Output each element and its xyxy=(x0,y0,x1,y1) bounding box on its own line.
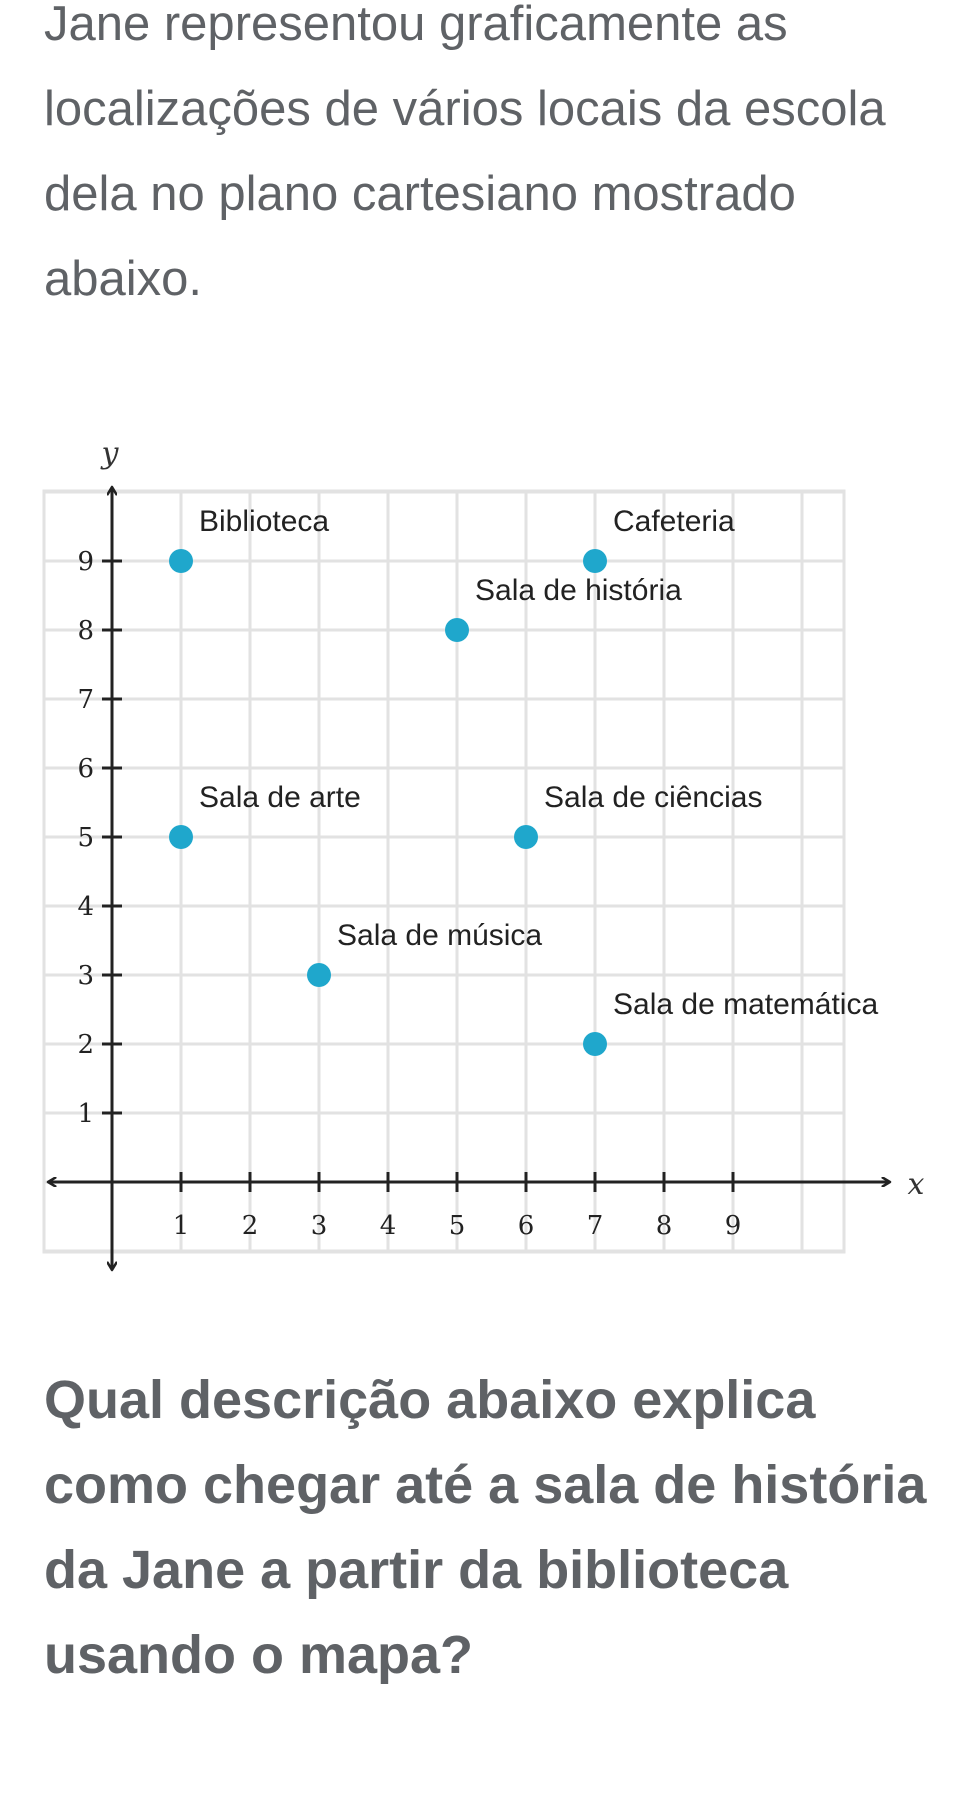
intro-text: Jane representou graficamente as localiz… xyxy=(44,0,886,306)
y-tick-label: 1 xyxy=(77,1099,94,1129)
y-tick-label: 2 xyxy=(77,1030,94,1060)
y-tick-label: 3 xyxy=(77,961,94,991)
data-point-label: Biblioteca xyxy=(199,505,329,538)
ticks: 1 2 3 4 5 6 7 8 9 1 2 3 4 5 6 7 8 9 xyxy=(77,547,741,1241)
data-point-label: Sala de ciências xyxy=(544,781,762,814)
x-axis-label: x xyxy=(908,1167,925,1202)
y-tick-label: 4 xyxy=(77,892,94,922)
grid-border xyxy=(42,489,846,1254)
y-tick-label: 9 xyxy=(77,547,94,577)
data-points xyxy=(169,549,607,1056)
data-point xyxy=(445,618,469,642)
x-tick-label: 5 xyxy=(449,1211,466,1241)
y-tick-label: 6 xyxy=(77,754,94,784)
x-tick-label: 1 xyxy=(173,1211,190,1241)
x-tick-label: 2 xyxy=(242,1211,259,1241)
data-point-label: Sala de história xyxy=(475,574,682,607)
data-point xyxy=(514,825,538,849)
y-tick-label: 7 xyxy=(77,685,94,715)
x-tick-label: 6 xyxy=(518,1211,535,1241)
y-tick-label: 8 xyxy=(77,616,94,646)
x-tick-label: 4 xyxy=(380,1211,397,1241)
y-tick-label: 5 xyxy=(77,823,94,853)
x-tick-label: 3 xyxy=(311,1211,328,1241)
x-tick-label: 9 xyxy=(725,1211,742,1241)
data-point xyxy=(307,963,331,987)
point-labels: Biblioteca Cafeteria Sala de história Sala … xyxy=(199,505,878,1021)
data-point xyxy=(169,549,193,573)
data-point xyxy=(169,825,193,849)
data-point xyxy=(583,549,607,573)
grid xyxy=(42,489,846,1254)
data-point-label: Sala de arte xyxy=(199,781,361,814)
x-tick-label: 8 xyxy=(656,1211,673,1241)
axes: xy xyxy=(48,436,925,1270)
data-point xyxy=(583,1032,607,1056)
y-axis-label: y xyxy=(100,436,120,471)
data-point-label: Cafeteria xyxy=(613,505,735,538)
data-point-label: Sala de matemática xyxy=(613,988,878,1021)
data-point-label: Sala de música xyxy=(337,919,542,952)
x-tick-label: 7 xyxy=(587,1211,604,1241)
question-text: Qual descrição abaixo explica como chega… xyxy=(44,1370,927,1685)
